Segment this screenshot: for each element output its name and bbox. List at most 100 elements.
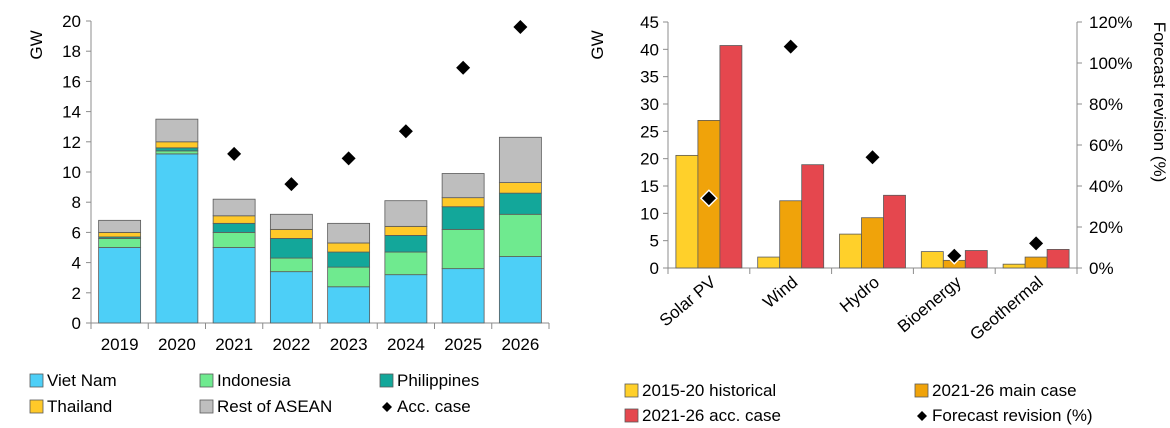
legend-label: Acc. case	[397, 397, 471, 416]
bar-segment	[498, 136, 542, 183]
bar-segment	[441, 173, 485, 199]
bar-segment	[498, 256, 542, 324]
bar	[839, 233, 862, 269]
y-tick-label: 8	[72, 193, 81, 212]
y-tick-label: 4	[72, 254, 81, 273]
legend-swatch	[29, 399, 44, 414]
bar-segment	[212, 222, 256, 233]
x-tick-label: 2023	[330, 335, 368, 354]
legend-swatch	[379, 373, 394, 388]
bar-segment	[384, 235, 428, 253]
acc-case-marker	[227, 146, 242, 161]
bar-segment	[155, 147, 199, 152]
revision-marker	[865, 150, 880, 165]
bar-segment	[384, 274, 428, 324]
bar-segment	[98, 231, 142, 238]
y2-tick-label: 60%	[1089, 136, 1123, 155]
bar-segment	[98, 219, 142, 233]
y-tick-label: 10	[640, 204, 659, 223]
bar-segment	[441, 268, 485, 324]
y2-tick-label: 80%	[1089, 95, 1123, 114]
bar	[801, 164, 825, 269]
x-tick-label: 2021	[215, 335, 253, 354]
revision-marker	[701, 191, 716, 206]
bar-segment	[269, 271, 313, 324]
bar	[1002, 263, 1026, 269]
legend-swatch	[914, 383, 929, 398]
legend-swatch-marker	[917, 411, 927, 421]
bar-segment	[498, 192, 542, 215]
acc-case-marker	[284, 177, 299, 192]
bar-segment	[384, 200, 428, 227]
legend-swatch	[29, 373, 44, 388]
bar-segment	[441, 206, 485, 230]
bar-segment	[498, 182, 542, 194]
bar-segment	[155, 153, 199, 324]
bar-segment	[212, 215, 256, 224]
bar-segment	[384, 251, 428, 276]
bar-segment	[327, 266, 371, 288]
y2-tick-label: 20%	[1089, 218, 1123, 237]
x-tick-label: Solar PV	[656, 272, 720, 330]
y2-tick-label: 0%	[1089, 259, 1114, 278]
x-tick-label: 2022	[272, 335, 310, 354]
bar-segment	[212, 247, 256, 324]
legend-label: 2015-20 historical	[642, 381, 776, 400]
bar-segment	[155, 141, 199, 149]
x-tick-label: Bioenergy	[894, 272, 965, 336]
y-tick-label: 16	[62, 72, 81, 91]
revision-marker	[783, 39, 798, 54]
bar	[1046, 249, 1070, 269]
revision-marker	[947, 248, 962, 263]
bar-segment	[327, 286, 371, 324]
bar	[1024, 256, 1048, 269]
bar	[883, 194, 906, 269]
legend-label: Thailand	[47, 397, 112, 416]
y-tick-label: 6	[72, 223, 81, 242]
bar-segment	[98, 247, 142, 324]
bar	[964, 250, 988, 269]
x-tick-label: Hydro	[836, 273, 883, 317]
y-tick-label: 45	[640, 13, 659, 32]
x-tick-label: Wind	[759, 273, 801, 312]
bar-segment	[441, 228, 485, 270]
revision-marker	[1029, 236, 1044, 251]
legend-label: Viet Nam	[47, 371, 117, 390]
y-tick-label: 40	[640, 40, 659, 59]
legend-swatch-marker	[382, 402, 392, 412]
bar-segment	[155, 118, 199, 143]
y2-tick-label: 120%	[1089, 13, 1132, 32]
y-tick-label: 20	[62, 12, 81, 31]
acc-case-marker	[398, 124, 413, 139]
y2-tick-label: 40%	[1089, 177, 1123, 196]
bar-segment	[327, 242, 371, 253]
bar	[675, 154, 699, 269]
y-tick-label: 5	[650, 232, 659, 251]
bar-segment	[498, 213, 542, 257]
acc-case-marker	[456, 60, 471, 75]
bar-segment	[269, 257, 313, 273]
legend-swatch	[624, 383, 639, 398]
bar-segment	[269, 213, 313, 230]
legend-label: Indonesia	[217, 371, 291, 390]
bar-segment	[327, 222, 371, 244]
bar-segment	[384, 225, 428, 236]
x-tick-label: 2025	[444, 335, 482, 354]
bar-segment	[269, 238, 313, 259]
chart-technology-capacity: GW Forecast revision (%) 0 5 10 15 20 25 30 35 4…	[588, 13, 1169, 425]
y-tick-label: 0	[72, 314, 81, 333]
y-tick-label: 30	[640, 95, 659, 114]
y2-tick-label: 100%	[1089, 54, 1132, 73]
y-tick-label: 10	[62, 163, 81, 182]
y2-axis-title: Forecast revision (%)	[1150, 22, 1169, 183]
y-tick-label: 2	[72, 284, 81, 303]
legend-label: Forecast revision (%)	[932, 406, 1093, 425]
x-tick-label: 2024	[387, 335, 425, 354]
legend-label: Philippines	[397, 371, 479, 390]
legend-swatch	[199, 399, 214, 414]
legend-swatch	[199, 373, 214, 388]
chart-asean-capacity: GW 0 2 4 6 8 10 12 14 16 18 20 2019 2020 2021 2022 2023…	[27, 12, 550, 416]
bar	[779, 200, 803, 269]
x-tick-label: 2026	[501, 335, 539, 354]
